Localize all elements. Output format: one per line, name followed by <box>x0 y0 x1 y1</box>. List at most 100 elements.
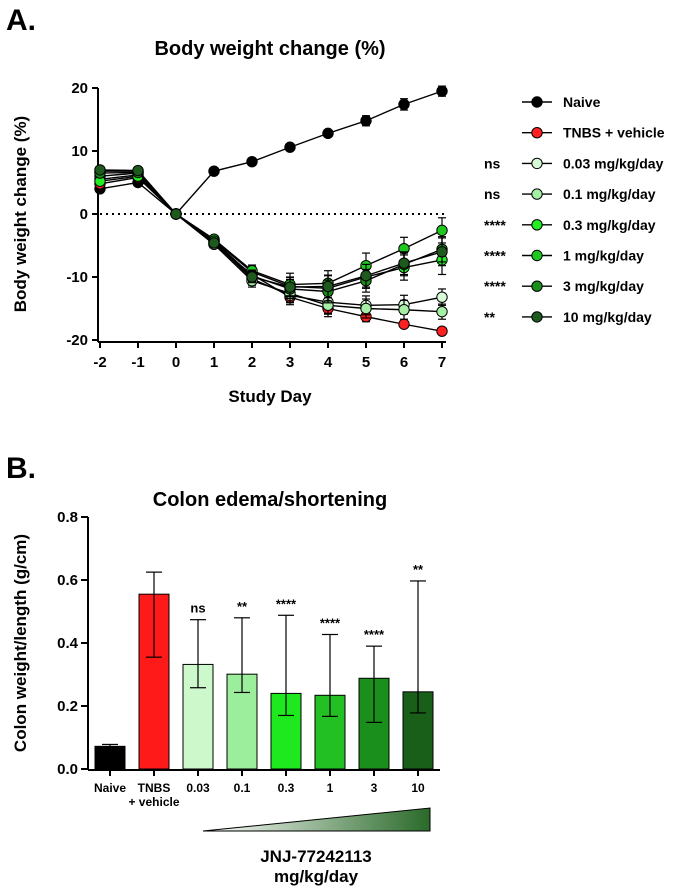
chart-b-category-label-6: 3 <box>371 781 378 795</box>
chart-b-category-label-7: 10 <box>411 781 425 795</box>
legend-significance-4: **** <box>484 217 506 233</box>
chart-b-plot: 0.8 0.6 0.4 0.2 0.0 Naive TNBS+ vehicle 0.03 ns 0… <box>57 509 440 809</box>
chart-a-x-tick-label: 1 <box>210 354 218 371</box>
chart-b-ylabel: Colon weight/length (g/cm) <box>11 534 30 752</box>
legend-label-1: TNBS + vehicle <box>563 125 665 141</box>
bar-significance-2: ns <box>190 601 205 616</box>
legend-label-5: 1 mg/kg/day <box>563 248 644 264</box>
chart-b-category-label-4: 0.3 <box>278 781 295 795</box>
legend-significance-6: **** <box>484 278 506 294</box>
chart-a-y-tick-label: -10 <box>66 269 88 286</box>
series-point-2 <box>436 291 448 303</box>
chart-b-xlabel-line2: mg/kg/day <box>274 867 359 886</box>
chart-b-category-label-2: 0.03 <box>186 781 210 795</box>
series-point-7 <box>246 271 258 283</box>
legend-marker-5 <box>531 249 543 262</box>
series-point-7 <box>208 237 220 249</box>
chart-b-y-tick-label: 0.0 <box>57 761 78 778</box>
chart-b-y-tick-label: 0.8 <box>57 509 78 526</box>
bar-significance-5: **** <box>320 615 341 630</box>
dose-gradient-triangle <box>202 807 431 832</box>
legend-label-3: 0.1 mg/kg/day <box>563 186 656 202</box>
chart-a-x-tick-label: 7 <box>438 354 446 371</box>
chart-b-category-label-5: 1 <box>327 781 334 795</box>
bar-0 <box>94 745 126 770</box>
chart-a-title: Body weight change (%) <box>154 38 385 60</box>
chart-a-y-tick-label: 10 <box>71 143 88 160</box>
chart-b-category-label-0: Naive <box>94 781 126 795</box>
panel-b-label: B. <box>6 452 36 485</box>
series-point-0 <box>322 127 334 140</box>
panel-a-label: A. <box>6 4 36 37</box>
legend-marker-4 <box>531 219 543 231</box>
legend-significance-3: ns <box>484 186 501 202</box>
series-point-3 <box>360 302 372 315</box>
bar-2 <box>182 663 214 770</box>
bar-significance-3: ** <box>237 599 248 614</box>
chart-a-x-tick-label: 4 <box>324 354 333 371</box>
chart-a-ylabel: Body weight change (%) <box>11 116 30 312</box>
chart-b-y-tick-label: 0.4 <box>57 635 79 652</box>
series-point-7 <box>436 246 448 258</box>
series-point-0 <box>246 156 258 168</box>
series-point-1 <box>436 325 448 337</box>
legend-marker-0 <box>531 96 543 108</box>
chart-b-title: Colon edema/shortening <box>153 489 387 511</box>
chart-a-x-tick-label: -2 <box>93 354 106 371</box>
series-point-7 <box>132 164 144 177</box>
series-point-3 <box>398 304 410 316</box>
chart-b-y-tick-label: 0.2 <box>57 698 78 715</box>
series-point-7 <box>398 257 410 269</box>
chart-a-y-tick-label: 20 <box>71 80 88 97</box>
series-point-5 <box>436 224 448 237</box>
legend-significance-2: ns <box>484 155 501 171</box>
legend-marker-6 <box>531 280 543 292</box>
chart-a-x-tick-label: 2 <box>248 354 256 371</box>
chart-a-x-tick-label: 0 <box>172 354 180 371</box>
series-line-7 <box>99 169 443 288</box>
bar-significance-4: **** <box>276 596 297 611</box>
chart-a-x-tick-label: 5 <box>362 354 370 371</box>
series-point-7 <box>284 281 296 293</box>
series-point-0 <box>398 98 410 111</box>
series-point-0 <box>284 141 296 153</box>
chart-b-xlabel-line1: JNJ-77242113 <box>260 847 372 866</box>
legend-marker-2 <box>531 157 543 170</box>
legend-marker-1 <box>531 127 543 139</box>
legend-significance-7: ** <box>484 309 495 325</box>
legend-marker-7 <box>531 311 543 323</box>
bar-significance-7: ** <box>413 562 424 577</box>
series-line-3 <box>99 174 443 313</box>
chart-b-category-label-1: + vehicle <box>128 795 179 809</box>
chart-a-x-tick-label: 3 <box>286 354 294 371</box>
series-point-1 <box>398 318 410 330</box>
legend-label-4: 0.3 mg/kg/day <box>563 217 656 233</box>
series-point-7 <box>170 208 182 220</box>
series-point-3 <box>436 305 448 318</box>
chart-b-category-label-1: TNBS <box>138 781 171 795</box>
chart-a-x-tick-label: 6 <box>400 354 408 371</box>
series-point-7 <box>94 164 106 176</box>
series-point-7 <box>360 270 372 282</box>
chart-b-y-tick-label: 0.6 <box>57 572 78 589</box>
series-point-0 <box>436 85 448 97</box>
legend-label-6: 3 mg/kg/day <box>563 278 644 294</box>
legend-significance-5: **** <box>484 248 506 264</box>
bar-significance-6: **** <box>364 627 385 642</box>
legend-label-0: Naive <box>563 94 601 110</box>
series-line-0 <box>99 90 443 215</box>
series-point-7 <box>322 280 334 293</box>
legend-marker-3 <box>531 188 543 200</box>
chart-a-y-tick-label: 0 <box>80 206 88 223</box>
legend-label-7: 10 mg/kg/day <box>563 309 652 325</box>
chart-a-legend: Naive TNBS + vehicle 0.03 mg/kg/day ns 0.1 m… <box>484 94 665 325</box>
series-point-0 <box>360 115 372 127</box>
legend-label-2: 0.03 mg/kg/day <box>563 155 664 171</box>
chart-a-xlabel: Study Day <box>228 387 312 406</box>
chart-b-category-label-3: 0.1 <box>234 781 251 795</box>
chart-a-y-tick-label: -20 <box>66 332 88 349</box>
chart-a-x-tick-label: -1 <box>131 354 144 371</box>
series-point-0 <box>208 165 220 177</box>
